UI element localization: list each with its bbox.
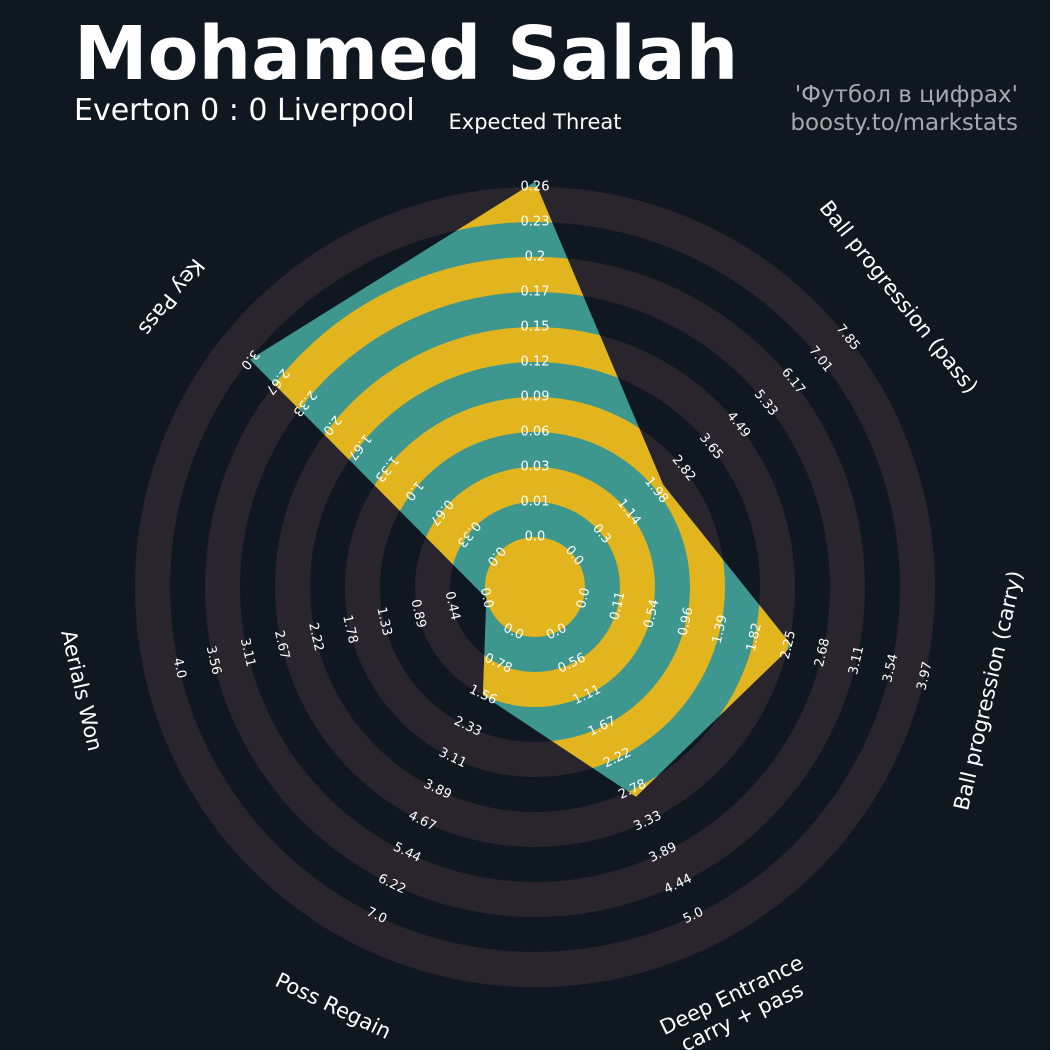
axis-label: Key Pass bbox=[134, 254, 210, 340]
tick-label: 1.39 bbox=[710, 614, 731, 646]
tick-label: 0.96 bbox=[676, 606, 697, 638]
tick-label: 0.09 bbox=[521, 390, 550, 405]
page-title: Mohamed Salah bbox=[74, 11, 739, 97]
tick-label: 0.44 bbox=[442, 590, 463, 622]
tick-label: 1.78 bbox=[339, 614, 360, 646]
credit-line-1: 'Футбол в цифрах' bbox=[794, 82, 1018, 108]
tick-label: 0.01 bbox=[521, 495, 550, 510]
tick-label: 0.03 bbox=[521, 460, 550, 475]
credit-line-2: boosty.to/markstats bbox=[790, 110, 1018, 136]
player-polygon-layer bbox=[249, 181, 792, 797]
tick-label: 0.26 bbox=[521, 180, 550, 195]
tick-label: 0.0 bbox=[574, 586, 593, 610]
tick-label: 0.23 bbox=[521, 215, 550, 230]
tick-label: 2.25 bbox=[778, 629, 799, 661]
tick-label: 0.0 bbox=[525, 530, 546, 545]
tick-label: 3.54 bbox=[880, 652, 901, 684]
axis-label: Deep Entrancecarry + pass bbox=[656, 951, 817, 1050]
axis-label: Expected Threat bbox=[449, 110, 622, 134]
tick-label: 0.12 bbox=[521, 355, 550, 370]
tick-label: 0.54 bbox=[641, 598, 662, 630]
axis-label: Poss Regain bbox=[272, 968, 395, 1044]
axis-label: Aerials Won bbox=[56, 628, 107, 754]
tick-label: 2.68 bbox=[812, 637, 833, 669]
tick-label: 2.22 bbox=[305, 621, 326, 653]
tick-label: 3.11 bbox=[846, 645, 867, 677]
tick-label: 4.0 bbox=[170, 656, 189, 680]
tick-label: 2.67 bbox=[271, 629, 292, 661]
tick-label: 3.56 bbox=[203, 645, 224, 677]
tick-label: 1.82 bbox=[744, 621, 765, 653]
tick-label: 0.15 bbox=[521, 320, 550, 335]
tick-label: 0.89 bbox=[407, 598, 428, 630]
match-subtitle: Everton 0 : 0 Liverpool bbox=[74, 93, 415, 128]
tick-label: 0.2 bbox=[525, 250, 546, 265]
axis-label: Ball progression (carry) bbox=[949, 568, 1027, 812]
tick-label: 1.33 bbox=[373, 606, 394, 638]
tick-label: 3.97 bbox=[914, 660, 935, 692]
tick-label: 0.17 bbox=[521, 285, 550, 300]
tick-label: 0.0 bbox=[477, 586, 496, 610]
tick-label: 0.11 bbox=[607, 590, 628, 622]
tick-label: 3.11 bbox=[237, 637, 258, 669]
polygon-inner-disc bbox=[485, 537, 585, 637]
tick-label: 0.06 bbox=[521, 425, 550, 440]
